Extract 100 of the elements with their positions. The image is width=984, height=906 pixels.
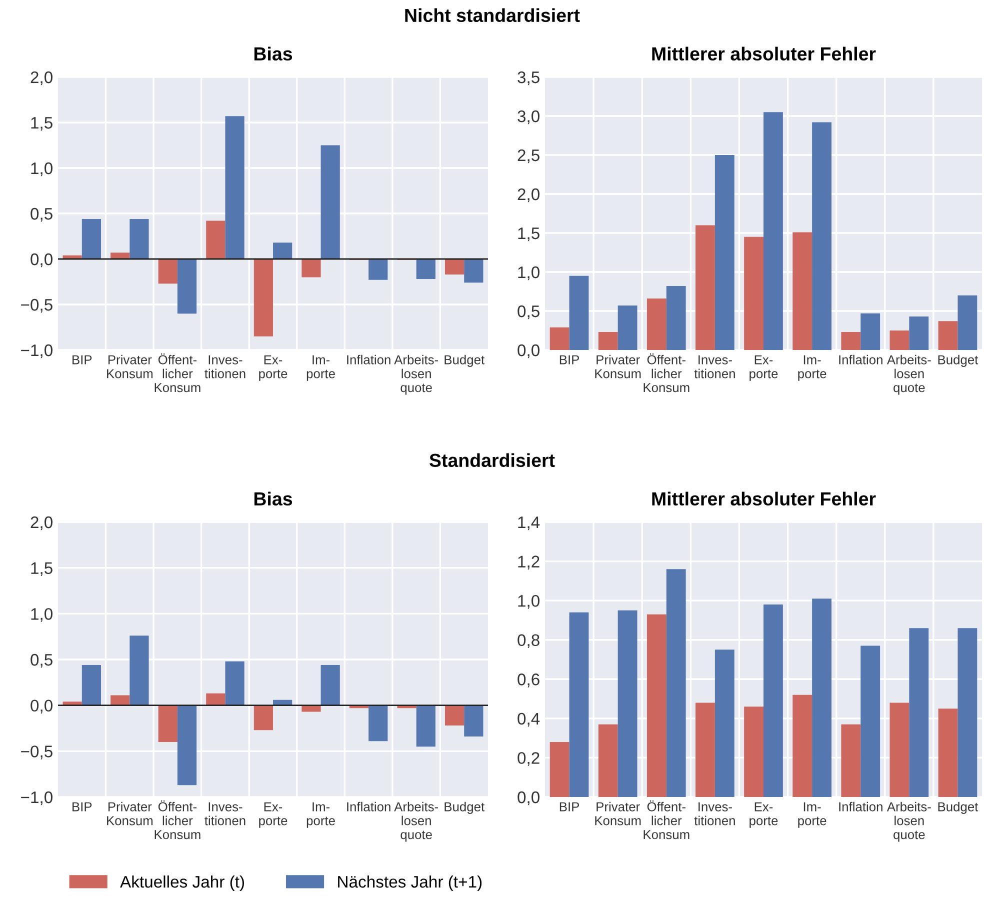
y-tick-label: −0,5 [21,298,52,313]
y-tick-label: 1,5 [518,228,540,242]
y-tick-label: 0,5 [30,208,52,222]
bar [110,252,130,259]
bar [812,122,832,350]
bar [130,636,149,706]
y-tick-label: 1,0 [31,162,52,176]
bar [812,598,832,797]
x-tick-label: Öffent- licher Konsum [644,353,690,392]
bar [696,702,715,797]
bar [714,650,734,797]
bar [302,705,321,712]
bar [550,327,570,350]
bar [273,242,292,259]
bar [792,694,812,797]
x-tick-label: Öffent- licher Konsum [154,353,200,392]
x-tick-label: Budget [444,802,484,814]
bar [666,569,686,797]
bar [598,724,618,797]
x-tick-label: Privater Konsum [107,354,153,378]
x-tick-label: BIP [560,802,580,812]
text: Nicht standardisiert [405,8,580,22]
y-tick-label: 1,0 [31,608,52,622]
y-tick-label: 1,4 [518,516,540,530]
x-tick-label: Ex- porte [750,355,778,381]
y-tick-label: 1,5 [31,117,52,131]
x-tick-label: Im- porte [798,802,826,828]
chart-title: Bias [254,46,292,61]
chart-title: Mittlerer absoluter Fehler [652,46,876,61]
y-tick-label: 0,5 [30,654,52,668]
y-tick-label: 0,4 [518,712,540,727]
bar [618,306,638,350]
bar [464,259,484,283]
bar [320,665,340,706]
bar [744,236,764,350]
chart-title: Mittlerer absoluter Fehler [652,492,876,506]
x-tick-label: Im- porte [306,802,335,828]
x-tick-label: Privater Konsum [107,802,153,826]
y-tick-label: 2,0 [30,516,52,530]
y-tick-label: −1,0 [21,344,52,358]
y-tick-label: 0,5 [518,305,540,320]
bar [368,259,388,280]
legend-label: Aktuelles Jahr (t) [120,875,244,891]
bar [860,646,880,797]
y-tick-label: 0,0 [30,253,52,268]
y-tick-label: 2,0 [518,188,540,202]
x-tick-label: Arbeits- losen quote [886,354,931,395]
bar [646,298,666,350]
text: Standardisiert [430,453,555,468]
legend-label: Nächstes Jahr (t+1) [338,875,482,891]
bar [841,332,861,350]
bar [666,286,686,350]
x-tick-label: Im- porte [798,355,826,381]
bar [130,218,149,259]
bar [958,628,978,797]
x-tick-label: Öffent- licher Konsum [644,800,690,840]
x-tick-label: Arbeits- losen quote [394,802,438,842]
bar [82,218,101,259]
x-tick-label: Inves- titionen [694,802,735,826]
x-tick-label: Im- porte [306,355,335,381]
bar [646,614,666,797]
x-tick-label: Privater Konsum [595,802,641,826]
x-tick-label: Inflation [839,802,882,812]
bar [550,742,570,797]
y-tick-label: 1,0 [518,266,540,280]
bar [792,232,812,350]
bar [841,724,861,797]
x-tick-label: Arbeits- losen quote [886,802,931,842]
bar [860,313,880,350]
bar [320,145,340,259]
bar [890,330,910,350]
bar [569,276,589,350]
x-tick-label: Inflation [347,802,390,812]
bar [368,705,388,742]
bar [158,705,178,742]
x-tick-label: BIP [560,355,580,364]
x-tick-label: Ex- porte [259,802,288,828]
y-tick-label: 2,0 [30,71,52,86]
bar [302,259,321,278]
bar [158,259,178,284]
bar [225,116,244,259]
y-tick-label: 3,0 [518,110,540,124]
bar [909,628,929,797]
bar [938,321,958,350]
y-tick-label: 0,8 [518,634,540,648]
y-tick-label: 0,0 [30,700,52,714]
bar [598,332,618,350]
y-tick-label: 1,2 [518,556,540,570]
bar [177,705,197,786]
y-tick-label: 1,5 [31,562,52,576]
x-tick-label: Ex- porte [259,355,288,381]
x-tick-label: Arbeits- losen quote [394,354,438,395]
x-tick-label: Inflation [839,354,882,364]
bar [958,295,978,350]
bar [206,693,226,706]
y-tick-label: 0,0 [518,791,540,806]
bar [110,695,130,706]
bar [225,661,244,706]
bar [938,708,958,797]
x-tick-label: Ex- porte [750,802,778,828]
